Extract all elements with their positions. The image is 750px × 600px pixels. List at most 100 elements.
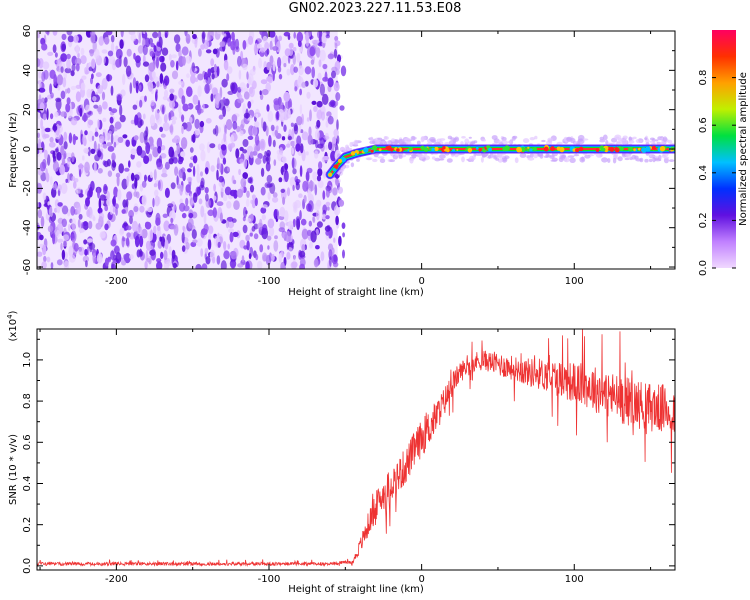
noise-blob [295,182,300,191]
noise-blob [80,222,84,231]
noise-blob [264,50,269,57]
noise-blob [235,148,240,159]
noise-blob [188,212,194,219]
noise-blob [216,169,219,181]
noise-blob [212,48,218,55]
signal-halo [394,153,400,156]
noise-blob [37,251,43,257]
noise-blob [194,118,200,129]
signal-halo [649,140,655,143]
signal-spot [484,147,487,150]
noise-blob [198,198,203,205]
noise-blob [313,203,321,211]
noise-blob [233,179,237,185]
noise-blob [233,200,240,211]
noise-blob [66,53,71,60]
noise-blob [110,239,117,247]
signal-halo [573,154,580,157]
signal-spot [579,146,584,152]
noise-blob [259,90,262,95]
noise-blob [272,60,276,72]
noise-blob [133,135,139,141]
noise-blob [75,44,80,55]
noise-blob [71,218,77,230]
noise-blob [153,45,157,53]
signal-spot [442,146,446,150]
noise-blob [136,226,141,234]
noise-blob [230,40,236,51]
signal-halo [389,159,395,163]
signal-halo [507,141,512,144]
noise-blob [119,39,124,49]
noise-blob [102,56,106,65]
signal-halo [337,170,344,176]
noise-blob [87,190,91,200]
noise-blob [110,133,114,145]
signal-halo [514,157,519,164]
noise-blob [312,216,315,222]
noise-blob [153,225,157,235]
noise-blob [302,180,309,192]
noise-blob [91,73,94,80]
noise-blob [80,55,87,65]
noise-blob [130,148,137,155]
noise-blob [317,72,322,81]
noise-blob [61,33,67,41]
noise-blob [203,212,207,225]
noise-blob [176,175,179,186]
noise-blob [282,108,290,121]
noise-blob [205,75,212,85]
plot-frame [36,30,676,270]
noise-blob [95,72,102,78]
signal-halo [602,134,608,141]
noise-blob [320,251,325,262]
noise-blob [132,77,137,89]
noise-blob [99,135,105,144]
noise-blob [292,184,295,191]
noise-blob [318,161,323,170]
noise-blob [274,129,278,137]
noise-blob [38,71,42,79]
noise-blob [157,146,162,154]
noise-blob [152,146,159,158]
noise-blob [313,39,320,44]
signal-halo [612,157,617,164]
noise-blob [307,229,312,237]
signal-spot [434,146,439,152]
noise-blob [276,111,280,120]
noise-blob [293,124,299,135]
noise-blob [299,88,302,96]
noise-blob [316,175,322,182]
noise-blob [211,87,218,95]
noise-blob [182,103,189,112]
y-tick-label: -40 [22,220,33,236]
signal-halo [434,157,441,162]
noise-blob [265,161,271,172]
noise-blob [141,194,147,206]
noise-blob [180,151,186,158]
noise-blob [163,75,170,86]
noise-blob [262,121,267,132]
noise-blob [132,104,138,110]
noise-blob [277,152,284,162]
noise-blob [317,168,323,177]
noise-blob [267,245,270,250]
noise-blob [274,235,278,240]
signal-halo [599,136,604,141]
noise-blob [189,147,194,153]
noise-blob [266,61,272,71]
noise-blob [164,239,169,250]
signal-spot [408,146,413,151]
noise-blob [245,198,250,207]
noise-blob [171,70,179,80]
noise-blob [268,31,276,38]
noise-blob [117,136,124,143]
noise-blob [322,204,328,214]
noise-blob [134,177,138,189]
noise-blob [155,91,158,102]
noise-blob [208,225,214,235]
noise-blob [303,194,307,204]
noise-blob [312,78,319,88]
noise-blob [133,52,136,60]
signal-halo [439,138,446,141]
